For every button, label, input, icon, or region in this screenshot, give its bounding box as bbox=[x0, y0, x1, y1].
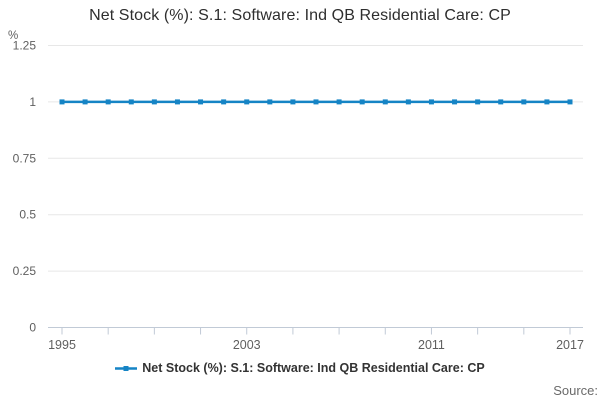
data-point bbox=[382, 99, 388, 105]
data-point bbox=[82, 99, 88, 105]
y-tick-label: 0.25 bbox=[13, 264, 37, 278]
series-line-marker-icon bbox=[115, 364, 138, 373]
legend-point bbox=[123, 365, 129, 371]
data-point bbox=[221, 99, 227, 105]
x-tick-label: 2003 bbox=[233, 338, 261, 352]
y-tick-label: 0.75 bbox=[13, 151, 37, 165]
data-point bbox=[174, 99, 180, 105]
y-tick-label: 0 bbox=[29, 321, 36, 335]
y-axis-unit-label: % bbox=[8, 30, 18, 42]
legend-series-label: Net Stock (%): S.1: Software: Ind QB Res… bbox=[142, 361, 485, 375]
data-point bbox=[452, 99, 458, 105]
y-tick-label: 0.5 bbox=[19, 208, 36, 222]
legend-item[interactable]: Net Stock (%): S.1: Software: Ind QB Res… bbox=[115, 361, 485, 375]
data-point bbox=[198, 99, 204, 105]
data-point bbox=[405, 99, 411, 105]
data-point bbox=[105, 99, 111, 105]
data-point bbox=[313, 99, 319, 105]
data-point bbox=[521, 99, 527, 105]
data-point bbox=[475, 99, 481, 105]
x-tick-label: 2011 bbox=[418, 338, 445, 352]
data-point bbox=[267, 99, 273, 105]
data-point bbox=[244, 99, 250, 105]
chart-title: Net Stock (%): S.1: Software: Ind QB Res… bbox=[89, 7, 511, 24]
data-point bbox=[128, 99, 134, 105]
data-point bbox=[359, 99, 365, 105]
y-tick-label: 1.25 bbox=[13, 39, 37, 53]
data-point bbox=[498, 99, 504, 105]
x-tick-label: 2017 bbox=[556, 338, 584, 352]
data-point bbox=[544, 99, 550, 105]
y-tick-label: 1 bbox=[29, 95, 36, 109]
x-tick-label: 1995 bbox=[48, 338, 76, 352]
data-point bbox=[290, 99, 296, 105]
source-attribution: Source: bbox=[553, 383, 598, 398]
data-point bbox=[567, 99, 573, 105]
data-point bbox=[59, 99, 65, 105]
data-point bbox=[428, 99, 434, 105]
data-point bbox=[336, 99, 342, 105]
chart-legend: Net Stock (%): S.1: Software: Ind QB Res… bbox=[0, 359, 600, 377]
data-point bbox=[151, 99, 157, 105]
chart-plot-area: % 0 0.25 0.5 0.75 1 1.25 1995 2003 2011 2017 bbox=[8, 30, 584, 352]
